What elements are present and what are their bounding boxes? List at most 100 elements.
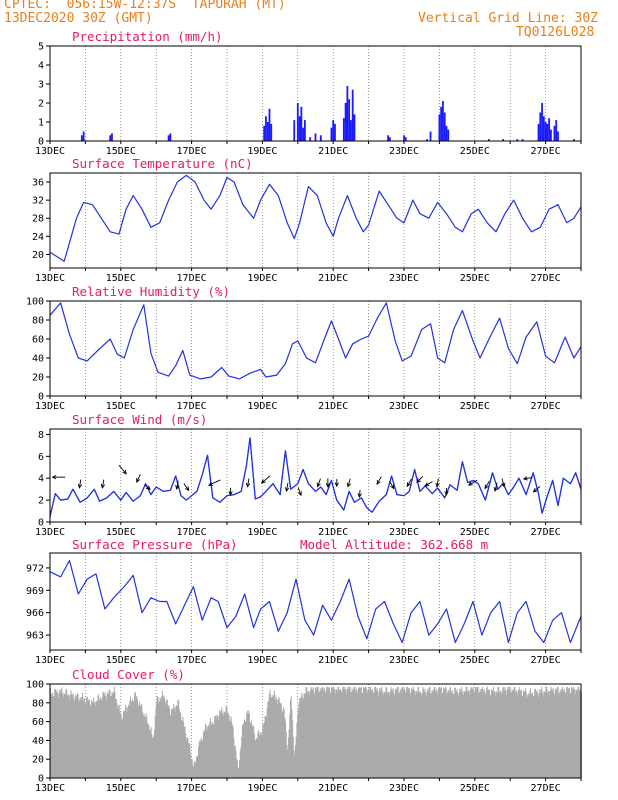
y-tick-label: 1	[38, 118, 44, 129]
cloud-bar	[399, 689, 401, 778]
cloud-bar	[218, 715, 220, 778]
cloud-bar	[382, 695, 384, 778]
cloud-bar	[365, 687, 367, 778]
cloud-bar	[569, 694, 571, 778]
cloud-bar	[96, 700, 98, 778]
cloud-bar	[91, 702, 93, 778]
cloud-bar	[549, 695, 551, 778]
cloud-bar	[498, 686, 500, 778]
cloud-bar	[149, 730, 151, 778]
cloud-bar	[64, 694, 66, 778]
cloud-bar	[125, 707, 127, 778]
cloud-bar	[270, 697, 272, 778]
cloud-bar	[210, 723, 212, 778]
cloud-bar	[559, 692, 561, 778]
x-tick-label: 15DEC	[106, 273, 136, 284]
cloud-bar	[576, 691, 578, 778]
x-tick-label: 21DEC	[318, 146, 348, 157]
cloud-bar	[480, 691, 482, 778]
cloud-bar	[539, 689, 541, 778]
cloud-bar	[180, 713, 182, 778]
cloud-bar	[238, 768, 240, 778]
cloud-bar	[200, 737, 202, 778]
wind-arrow	[78, 479, 82, 488]
cloud-bar	[409, 694, 411, 778]
cloud-bar	[158, 703, 160, 778]
cloud-bar	[573, 686, 575, 778]
wind-arrow	[416, 476, 424, 483]
wind-arrow	[389, 480, 395, 489]
cloud-bar	[69, 695, 71, 778]
cloud-bar	[505, 690, 507, 778]
cloud-bar	[304, 693, 306, 778]
cloud-bar	[264, 715, 266, 778]
cloud-bar	[457, 696, 459, 778]
cloud-bar	[453, 694, 455, 778]
cloud-bar	[394, 689, 396, 778]
cloud-bar	[379, 687, 381, 778]
cloud-bar	[508, 689, 510, 778]
cloud-bar	[176, 705, 178, 778]
cloud-bar	[155, 707, 157, 778]
cloud-bar	[88, 700, 90, 778]
cloud-bar	[423, 689, 425, 778]
cloud-bar	[97, 695, 99, 778]
cloud-bar	[138, 704, 140, 778]
cloud-bar	[525, 691, 527, 778]
precip-bar	[542, 116, 545, 141]
cloud-bar	[75, 694, 77, 778]
cloud-bar	[188, 743, 190, 778]
cloud-bar	[292, 737, 294, 778]
cloud-bar	[436, 690, 438, 778]
wind-arrowhead	[325, 483, 331, 488]
cloud-bar	[265, 716, 267, 778]
cloud-bar	[447, 691, 449, 778]
cloud-bar	[439, 688, 441, 778]
wind-arrow	[436, 478, 439, 487]
cloud-bar	[243, 723, 245, 778]
cloud-bar	[319, 691, 321, 778]
x-tick-label: 13DEC	[35, 401, 65, 412]
cloud-bar	[396, 690, 398, 778]
cloud-bar	[288, 729, 290, 778]
cloud-bar	[565, 693, 567, 778]
cloud-bar	[228, 715, 230, 778]
cloud-bar	[404, 691, 406, 778]
cloud-bar	[493, 686, 495, 778]
cloud-bar	[60, 689, 62, 778]
precip-bar	[429, 131, 432, 141]
cloud-bar	[175, 706, 177, 778]
cloud-bar	[533, 695, 535, 778]
cloud-bar	[81, 692, 83, 778]
cloud-bar	[505, 694, 507, 778]
cloud-bar	[403, 691, 405, 778]
cloud-bar	[50, 693, 52, 778]
cloud-bar	[181, 720, 183, 778]
cloud-bar	[119, 711, 121, 778]
cloud-bar	[83, 698, 85, 778]
cloud-bar	[190, 758, 192, 778]
cloud-bar	[306, 687, 308, 778]
cloud-bar	[127, 707, 129, 778]
cloud-bar	[87, 700, 89, 778]
precip-bar	[440, 106, 443, 141]
wind-arrowhead	[376, 480, 381, 485]
cloud-bar	[113, 686, 115, 778]
cloud-bar	[500, 690, 502, 778]
cloud-bar	[486, 688, 488, 778]
y-tick-label: 966	[26, 608, 44, 619]
cloud-bar	[250, 723, 252, 778]
cloud-bar	[530, 687, 532, 778]
cloud-bar	[581, 692, 583, 778]
cloud-bar	[59, 691, 61, 778]
cloud-bar	[253, 725, 255, 778]
precip-bar	[537, 123, 540, 141]
cloud-bar	[560, 692, 562, 778]
cloud-bar	[406, 686, 408, 778]
cloud-bar	[333, 688, 335, 778]
cloud-bar	[328, 687, 330, 778]
x-tick-label: 21DEC	[318, 783, 348, 794]
cloud-bar	[205, 723, 207, 778]
cloud-bar	[280, 703, 282, 778]
wind-arrow	[297, 487, 302, 496]
